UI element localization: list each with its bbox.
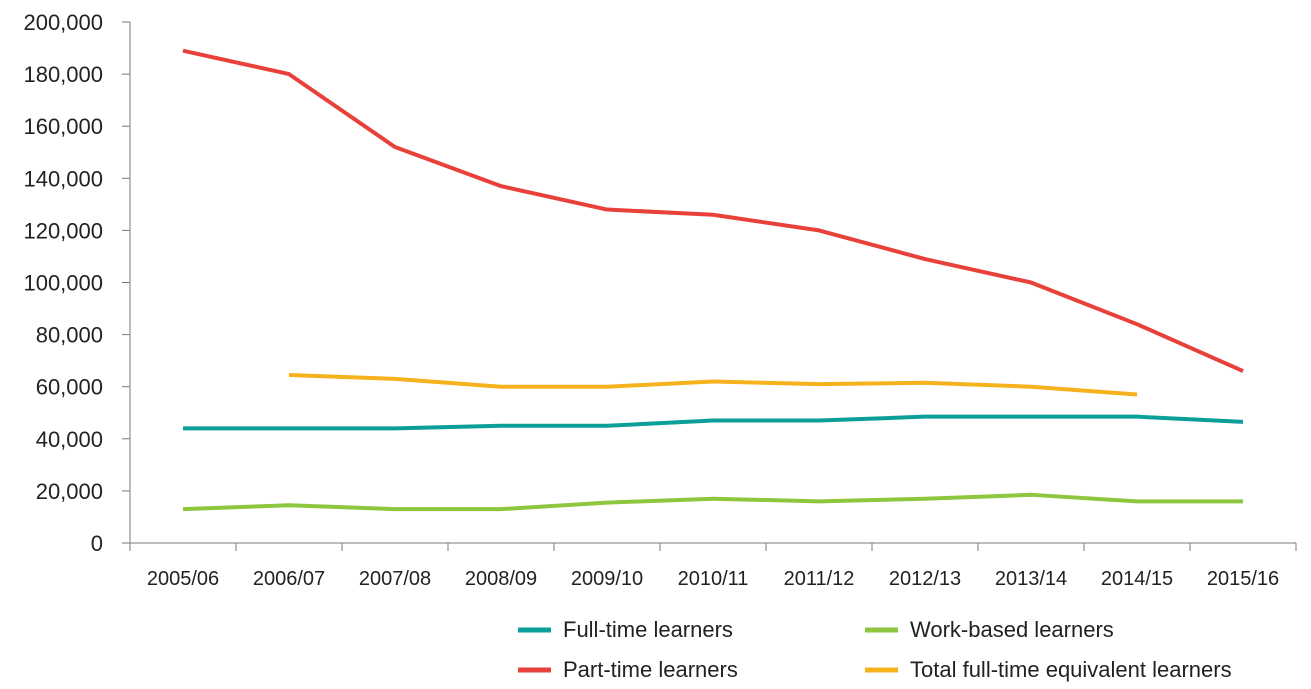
legend-item-full-time-learners: Full-time learners xyxy=(518,617,733,642)
legend: Full-time learners Part-time learners Work… xyxy=(518,617,1232,682)
y-tick-label: 100,000 xyxy=(23,271,103,296)
series-line-full-time-learners xyxy=(183,414,1244,431)
y-tick-label: 160,000 xyxy=(23,114,103,139)
x-tick-label: 2010/11 xyxy=(678,568,749,590)
legend-item-total-full-time-equivalent-learners: Total full-time equivalent learners xyxy=(865,657,1232,682)
x-tick-label: 2012/13 xyxy=(889,568,961,590)
y-tick-label: 120,000 xyxy=(23,218,103,243)
y-tick-label: 40,000 xyxy=(36,427,103,452)
legend-item-part-time-learners: Part-time learners xyxy=(518,657,738,682)
x-tick-labels: 2005/06 2006/07 2007/08 2008/09 2009/10 2010/… xyxy=(147,568,1279,590)
x-tick-label: 2014/15 xyxy=(1101,568,1173,590)
legend-label: Work-based learners xyxy=(910,617,1114,642)
legend-label: Total full-time equivalent learners xyxy=(910,657,1232,682)
x-tick-label: 2009/10 xyxy=(571,568,643,590)
legend-label: Part-time learners xyxy=(563,657,738,682)
x-tick-label: 2013/14 xyxy=(995,568,1067,590)
y-tick-label: 200,000 xyxy=(23,10,103,35)
y-tick-label: 60,000 xyxy=(36,375,103,400)
x-tick-label: 2015/16 xyxy=(1207,568,1279,590)
legend-label: Full-time learners xyxy=(563,617,733,642)
x-tick-label: 2007/08 xyxy=(359,568,431,590)
series-line-part-time-learners xyxy=(182,48,1244,373)
y-tick-label: 180,000 xyxy=(23,62,103,87)
series-line-total-full-time-equivalent-learners xyxy=(288,372,1138,397)
series-line-work-based-learners xyxy=(182,492,1243,512)
x-tick-label: 2011/12 xyxy=(784,568,855,590)
y-tick-labels: 0 20,000 40,000 60,000 80,000 100,000 120,000 1… xyxy=(23,10,103,556)
x-tick-label: 2008/09 xyxy=(465,568,537,590)
legend-item-work-based-learners: Work-based learners xyxy=(865,617,1114,642)
x-tick-label: 2006/07 xyxy=(253,568,325,590)
y-tick-label: 20,000 xyxy=(36,479,103,504)
y-tick-label: 80,000 xyxy=(36,323,103,348)
y-tick-label: 140,000 xyxy=(23,166,103,191)
axes xyxy=(122,21,1297,551)
x-tick-label: 2005/06 xyxy=(147,568,219,590)
y-tick-label: 0 xyxy=(91,531,103,556)
series-lines xyxy=(182,48,1244,512)
